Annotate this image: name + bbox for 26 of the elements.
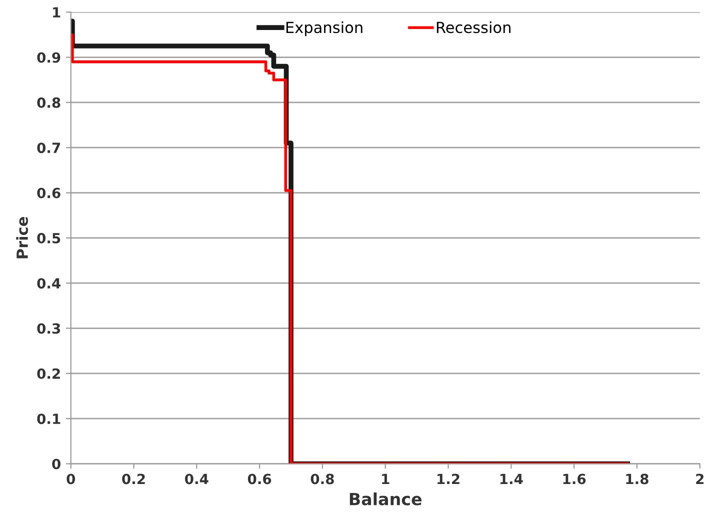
x-tick-label: 0.2 xyxy=(122,474,145,484)
x-tick-label: 1.2 xyxy=(438,474,460,484)
y-axis-title: Price xyxy=(16,216,28,258)
legend-label: Recession xyxy=(436,21,510,34)
y-tick-label: 1 xyxy=(53,7,60,18)
x-tick-label: 0 xyxy=(66,474,76,484)
x-tick-label: 2 xyxy=(696,474,704,484)
x-tick-label: 1.8 xyxy=(626,474,648,484)
y-tick-label: 0.7 xyxy=(37,142,60,154)
y-tick-label: 0.4 xyxy=(37,278,60,289)
x-tick-label: 1 xyxy=(382,474,390,484)
x-tick-label: 1.6 xyxy=(563,474,586,484)
x-tick-label: 0.6 xyxy=(248,474,272,484)
y-tick-label: 0.1 xyxy=(37,414,60,424)
y-tick-label: 0.3 xyxy=(37,323,60,334)
y-tick-label: 0.5 xyxy=(37,232,60,244)
y-tick-label: 0.6 xyxy=(37,188,60,198)
x-tick-label: 0.8 xyxy=(310,474,334,484)
y-tick-label: 0.8 xyxy=(37,97,60,108)
x-axis-title: Balance xyxy=(350,492,422,506)
legend-label: Expansion xyxy=(286,21,362,36)
y-tick-label: 0.2 xyxy=(37,368,60,379)
y-tick-label: 0.9 xyxy=(37,52,60,63)
x-tick-label: 1.4 xyxy=(500,474,523,484)
y-tick-label: 0 xyxy=(52,458,60,470)
x-tick-label: 0.4 xyxy=(185,474,208,484)
